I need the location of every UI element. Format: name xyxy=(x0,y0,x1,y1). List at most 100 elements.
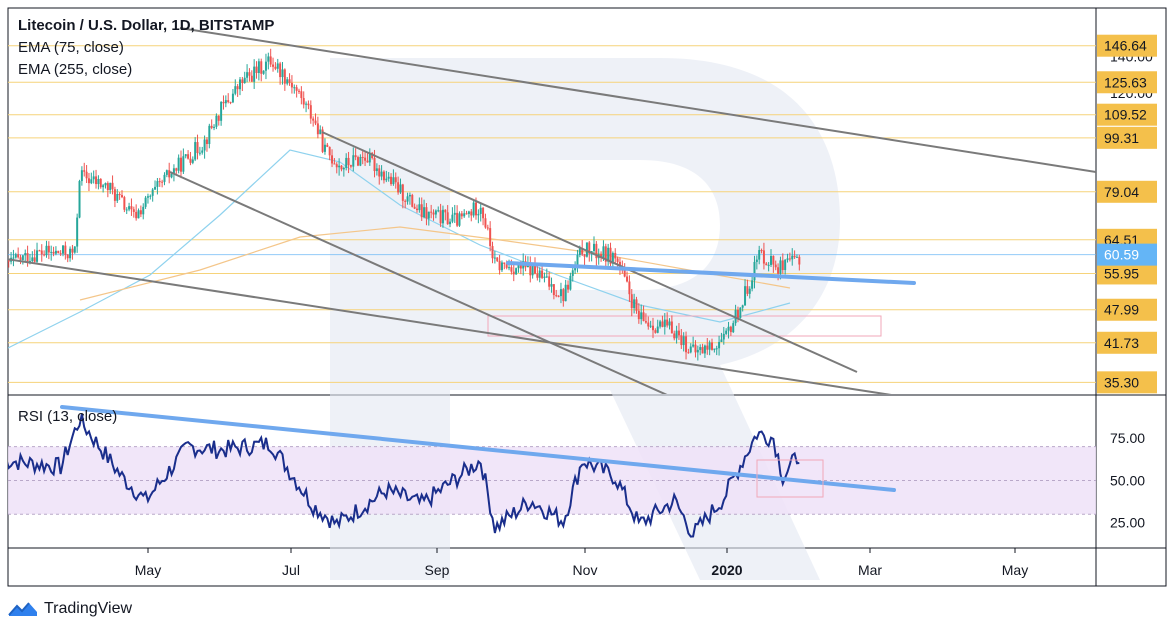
candle-down xyxy=(491,246,494,259)
candle-down xyxy=(609,247,612,264)
candle-up xyxy=(45,245,48,256)
candle-down xyxy=(489,228,492,247)
candle-down xyxy=(139,210,142,215)
candle-up xyxy=(559,289,562,297)
candle-down xyxy=(635,299,638,311)
candle-down xyxy=(217,115,220,121)
candle-down xyxy=(680,335,683,346)
candle-up xyxy=(663,319,666,327)
price-pane xyxy=(5,27,1096,394)
candle-up xyxy=(720,339,723,342)
candle-up xyxy=(125,209,128,211)
candle-up xyxy=(163,174,166,182)
candle-up xyxy=(208,125,211,145)
tradingview-wordmark: TradingView xyxy=(44,600,133,617)
level-badge xyxy=(1097,180,1157,203)
candle-up xyxy=(784,259,787,271)
candle-up xyxy=(508,267,511,269)
candle-up xyxy=(437,210,440,212)
candle-up xyxy=(50,251,53,253)
candle-up xyxy=(109,182,112,191)
candle-down xyxy=(57,250,60,254)
candle-down xyxy=(661,321,664,327)
candle-up xyxy=(569,275,572,290)
trend-line xyxy=(169,171,668,394)
time-tick-label: Nov xyxy=(573,562,598,578)
candle-down xyxy=(357,157,359,166)
level-badge-label: 47.99 xyxy=(1104,302,1139,318)
rsi-tick-label: 75.00 xyxy=(1110,430,1145,446)
candle-down xyxy=(425,207,428,219)
candle-down xyxy=(416,208,418,211)
candle-down xyxy=(614,252,617,259)
candle-down xyxy=(331,155,334,164)
candle-down xyxy=(567,284,570,290)
chart-title: Litecoin / U.S. Dollar, 1D, BITSTAMP xyxy=(18,17,275,34)
candle-down xyxy=(135,211,138,219)
current-price-badge xyxy=(1097,243,1157,266)
candle-down xyxy=(229,102,232,104)
candle-down xyxy=(788,258,791,260)
candle-down xyxy=(505,263,508,268)
candle-up xyxy=(90,179,93,184)
candle-up xyxy=(203,139,206,151)
candle-down xyxy=(460,213,463,217)
candle-down xyxy=(8,259,10,262)
candle-up xyxy=(92,176,95,180)
candle-up xyxy=(154,186,157,190)
candle-down xyxy=(762,250,765,264)
candle-down xyxy=(132,209,135,212)
rsi-tick-label: 25.00 xyxy=(1110,515,1145,531)
candle-up xyxy=(78,181,81,218)
candle-up xyxy=(564,284,567,302)
candle-up xyxy=(602,246,605,258)
candle-up xyxy=(345,157,348,169)
time-tick-label: May xyxy=(1002,562,1028,578)
candle-up xyxy=(779,260,782,274)
candle-up xyxy=(194,142,197,160)
tradingview-logo[interactable]: TradingView xyxy=(8,598,132,620)
candle-up xyxy=(727,326,730,331)
candle-down xyxy=(652,325,654,331)
candle-down xyxy=(536,273,539,278)
candle-up xyxy=(104,183,107,186)
candle-down xyxy=(321,129,324,152)
candle-down xyxy=(736,309,739,318)
candle-up xyxy=(633,299,636,309)
candle-down xyxy=(121,195,123,198)
candle-down xyxy=(595,243,598,259)
candle-down xyxy=(465,213,468,215)
candle-up xyxy=(224,100,227,104)
candle-up xyxy=(571,270,574,276)
candle-down xyxy=(677,330,680,336)
candle-down xyxy=(456,212,459,226)
candle-up xyxy=(128,206,131,210)
candle-up xyxy=(201,150,204,153)
candle-down xyxy=(5,259,7,260)
candle-down xyxy=(118,193,121,196)
candle-down xyxy=(175,168,178,171)
candle-up xyxy=(375,168,378,172)
candle-up xyxy=(538,270,541,278)
level-badge xyxy=(1097,298,1157,321)
candle-up xyxy=(479,207,482,214)
candle-up xyxy=(696,349,699,353)
candle-down xyxy=(482,207,485,219)
candle-down xyxy=(628,281,631,295)
candle-up xyxy=(734,309,737,324)
candle-up xyxy=(338,165,341,168)
candle-up xyxy=(234,86,237,94)
level-badge xyxy=(1097,34,1157,57)
trend-line xyxy=(179,27,1096,173)
candle-down xyxy=(475,202,477,216)
candle-up xyxy=(744,286,747,306)
candle-down xyxy=(541,270,544,278)
candle-up xyxy=(24,253,27,256)
candle-down xyxy=(40,250,43,255)
candle-down xyxy=(781,260,784,271)
candle-down xyxy=(529,263,532,276)
candle-up xyxy=(751,280,754,289)
candle-up xyxy=(741,305,744,308)
rsi-pane xyxy=(8,405,1096,538)
candle-up xyxy=(69,248,72,259)
